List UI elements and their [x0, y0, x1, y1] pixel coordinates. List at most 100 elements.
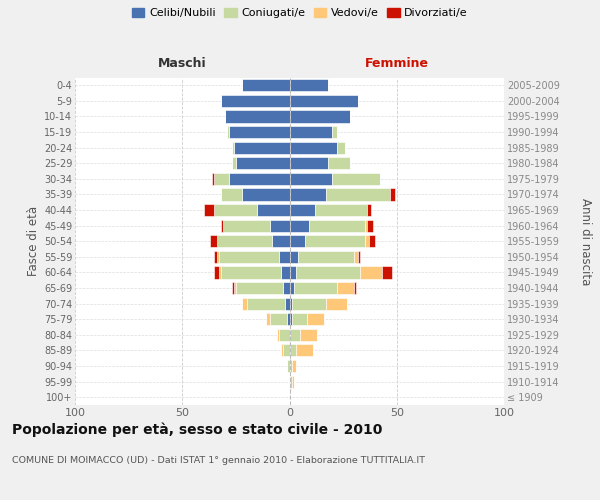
Bar: [210, 235, 217, 248]
Bar: [290, 328, 300, 341]
Bar: [367, 220, 373, 232]
Bar: [270, 313, 287, 326]
Y-axis label: Anni di nascita: Anni di nascita: [579, 198, 592, 285]
Bar: [290, 360, 292, 372]
Bar: [290, 313, 292, 326]
Bar: [229, 126, 290, 138]
Bar: [300, 328, 317, 341]
Bar: [290, 126, 332, 138]
Bar: [236, 157, 290, 170]
Bar: [290, 282, 294, 294]
Bar: [294, 282, 337, 294]
Bar: [382, 266, 392, 278]
Bar: [281, 344, 283, 356]
Bar: [242, 188, 290, 200]
Bar: [272, 235, 290, 248]
Bar: [290, 204, 315, 216]
Bar: [225, 110, 290, 122]
Bar: [315, 204, 367, 216]
Bar: [332, 173, 380, 185]
Bar: [354, 282, 356, 294]
Bar: [309, 220, 365, 232]
Bar: [270, 220, 290, 232]
Bar: [326, 188, 391, 200]
Bar: [365, 220, 367, 232]
Bar: [307, 313, 324, 326]
Bar: [279, 251, 290, 263]
Bar: [242, 298, 247, 310]
Bar: [212, 173, 214, 185]
Bar: [290, 376, 292, 388]
Bar: [221, 266, 281, 278]
Text: COMUNE DI MOIMACCO (UD) - Dati ISTAT 1° gennaio 2010 - Elaborazione TUTTITALIA.I: COMUNE DI MOIMACCO (UD) - Dati ISTAT 1° …: [12, 456, 425, 465]
Bar: [290, 79, 328, 92]
Bar: [290, 110, 350, 122]
Bar: [227, 126, 229, 138]
Bar: [391, 188, 395, 200]
Bar: [219, 251, 279, 263]
Bar: [229, 173, 290, 185]
Bar: [214, 266, 219, 278]
Bar: [337, 282, 354, 294]
Y-axis label: Fasce di età: Fasce di età: [26, 206, 40, 276]
Bar: [367, 204, 371, 216]
Bar: [290, 344, 296, 356]
Bar: [217, 235, 272, 248]
Bar: [232, 282, 234, 294]
Bar: [214, 173, 229, 185]
Bar: [217, 251, 219, 263]
Bar: [305, 235, 365, 248]
Bar: [204, 204, 214, 216]
Bar: [298, 251, 354, 263]
Bar: [281, 266, 290, 278]
Bar: [354, 251, 358, 263]
Bar: [247, 298, 285, 310]
Bar: [214, 251, 217, 263]
Bar: [292, 313, 307, 326]
Bar: [328, 157, 350, 170]
Text: Maschi: Maschi: [158, 58, 206, 70]
Bar: [296, 266, 360, 278]
Bar: [219, 266, 221, 278]
Bar: [242, 79, 290, 92]
Bar: [223, 220, 270, 232]
Bar: [290, 188, 326, 200]
Bar: [285, 298, 290, 310]
Bar: [360, 266, 382, 278]
Bar: [236, 282, 283, 294]
Bar: [290, 298, 292, 310]
Text: Femmine: Femmine: [365, 58, 429, 70]
Bar: [266, 313, 270, 326]
Bar: [290, 251, 298, 263]
Bar: [287, 313, 290, 326]
Bar: [283, 282, 290, 294]
Bar: [234, 142, 290, 154]
Bar: [257, 204, 290, 216]
Bar: [358, 251, 360, 263]
Bar: [326, 298, 347, 310]
Bar: [290, 173, 332, 185]
Bar: [287, 360, 290, 372]
Bar: [232, 157, 236, 170]
Bar: [290, 95, 358, 107]
Bar: [369, 235, 376, 248]
Bar: [221, 220, 223, 232]
Bar: [283, 344, 290, 356]
Text: Popolazione per età, sesso e stato civile - 2010: Popolazione per età, sesso e stato civil…: [12, 422, 382, 437]
Legend: Celibi/Nubili, Coniugati/e, Vedovi/e, Divorziati/e: Celibi/Nubili, Coniugati/e, Vedovi/e, Di…: [130, 6, 470, 20]
Bar: [365, 235, 369, 248]
Bar: [221, 95, 290, 107]
Bar: [290, 220, 309, 232]
Bar: [296, 344, 313, 356]
Bar: [337, 142, 345, 154]
Bar: [292, 360, 296, 372]
Bar: [277, 328, 279, 341]
Bar: [290, 142, 337, 154]
Bar: [279, 328, 290, 341]
Bar: [221, 188, 242, 200]
Bar: [234, 282, 236, 294]
Bar: [332, 126, 337, 138]
Bar: [292, 376, 294, 388]
Bar: [290, 266, 296, 278]
Bar: [290, 157, 328, 170]
